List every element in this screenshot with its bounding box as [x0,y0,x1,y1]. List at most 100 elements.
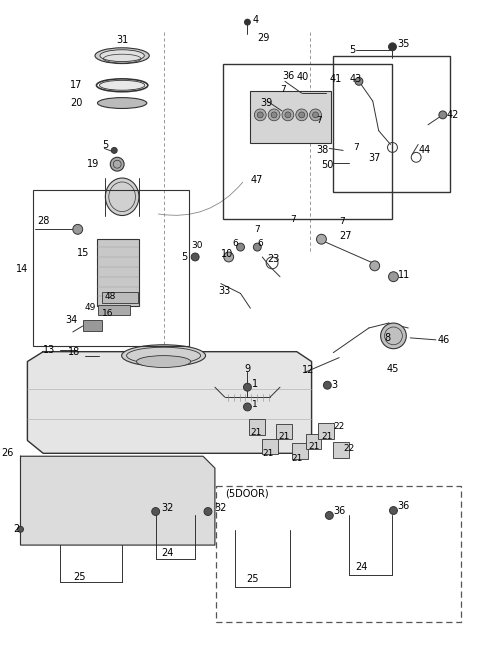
Circle shape [324,381,331,389]
Circle shape [439,111,447,119]
Text: 8: 8 [384,333,391,343]
Text: 27: 27 [339,232,352,241]
Text: 11: 11 [398,270,411,279]
Circle shape [237,243,244,251]
Text: 7: 7 [280,85,286,94]
Circle shape [111,148,117,154]
Circle shape [316,234,326,244]
Circle shape [268,109,280,121]
Bar [83,320,102,331]
Text: 43: 43 [349,74,361,85]
Text: 16: 16 [102,309,114,318]
Text: 12: 12 [302,365,314,375]
Text: 21: 21 [262,449,274,458]
Text: 41: 41 [329,74,342,85]
Text: 7: 7 [339,217,345,226]
Text: 7: 7 [290,215,296,224]
Circle shape [254,109,266,121]
Text: 15: 15 [77,248,89,258]
Text: 32: 32 [162,502,174,512]
Text: 46: 46 [438,335,450,345]
Text: 24: 24 [162,548,174,558]
Text: 4: 4 [252,15,259,25]
Text: 37: 37 [369,154,381,163]
Circle shape [73,224,83,234]
Text: 7: 7 [353,143,359,152]
Bar [319,422,334,438]
Polygon shape [27,352,312,453]
Circle shape [355,77,363,85]
Circle shape [388,43,396,51]
Bar [292,443,308,459]
Bar [33,190,189,346]
Text: 5: 5 [181,252,188,262]
Circle shape [244,19,251,25]
Text: 7: 7 [254,225,260,234]
Text: 36: 36 [397,501,409,510]
Text: 31: 31 [116,35,129,45]
Text: 1: 1 [252,379,259,389]
Text: 21: 21 [309,442,320,451]
Text: 42: 42 [447,110,459,120]
Circle shape [243,403,252,411]
Text: 25: 25 [73,571,85,582]
Text: 32: 32 [214,502,226,512]
Ellipse shape [106,178,139,216]
Text: 38: 38 [316,146,329,155]
Text: 21: 21 [278,432,289,441]
Bar [276,424,292,440]
Circle shape [312,112,319,118]
Text: 45: 45 [386,365,399,375]
Circle shape [191,253,199,261]
Polygon shape [21,457,215,545]
Circle shape [282,109,294,121]
Text: 24: 24 [355,562,367,572]
Text: 10: 10 [221,249,233,259]
Text: 33: 33 [218,285,230,295]
Circle shape [110,157,124,171]
Text: 17: 17 [70,80,82,91]
Circle shape [152,508,160,516]
Circle shape [325,512,333,520]
Ellipse shape [97,98,147,108]
Text: 34: 34 [65,315,77,325]
Text: 25: 25 [246,573,259,584]
Text: 19: 19 [86,159,99,169]
Ellipse shape [121,345,205,367]
Circle shape [257,112,263,118]
Circle shape [18,526,24,532]
Text: 6: 6 [233,239,239,248]
Text: 44: 44 [418,146,431,155]
Text: 26: 26 [1,448,13,459]
Text: 36: 36 [333,506,346,516]
Text: 30: 30 [191,241,203,250]
Text: 3: 3 [331,380,337,390]
Circle shape [224,252,234,262]
Circle shape [243,383,252,391]
Text: 2: 2 [13,524,20,534]
Text: 7: 7 [316,116,322,125]
Text: 6: 6 [257,239,263,248]
Circle shape [271,112,277,118]
Circle shape [204,508,212,516]
Circle shape [388,272,398,281]
Bar [306,434,322,449]
Text: 14: 14 [15,264,28,274]
Text: 22: 22 [343,444,354,453]
Text: 20: 20 [70,98,82,108]
Text: 5: 5 [102,140,108,150]
Text: 21: 21 [292,454,303,462]
Bar [98,305,130,315]
Text: 48: 48 [104,292,116,301]
Circle shape [253,243,261,251]
Circle shape [389,506,397,514]
Circle shape [285,112,291,118]
Circle shape [299,112,305,118]
Circle shape [381,323,406,349]
Ellipse shape [95,48,149,64]
Bar [97,239,139,306]
Bar [251,91,331,142]
Text: 13: 13 [43,344,55,355]
Ellipse shape [100,50,144,62]
Text: 18: 18 [68,346,80,357]
